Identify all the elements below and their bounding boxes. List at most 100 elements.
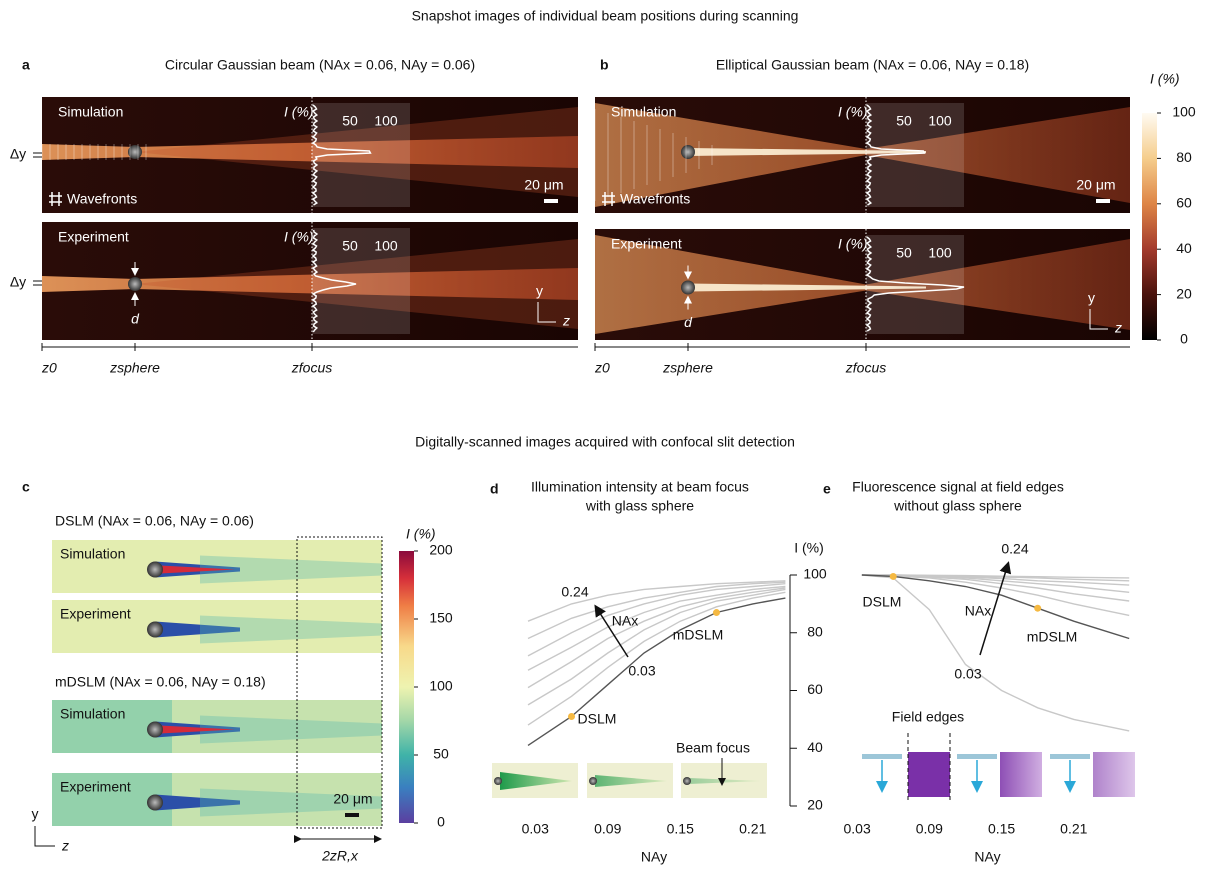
z-label: z0 [594,360,610,376]
x-tick-label: 0.03 [843,821,870,837]
curve [528,592,785,725]
colorbar-tick-label: 200 [429,542,453,558]
sphere [683,777,691,785]
zr-label: 2zR,x [321,848,359,864]
panel-title: Elliptical Gaussian beam (NAx = 0.06, NA… [716,57,1029,73]
figure: Snapshot images of individual beam posit… [0,0,1210,871]
d-label: d [131,311,140,327]
axes-icon [35,826,55,846]
colorbar-tick-label: 60 [1176,195,1192,211]
x-tick-label: 0.03 [522,821,549,837]
image-label: Experiment [60,606,131,622]
colorbar-tick-label: 80 [1176,149,1192,165]
profile-label: I (%) [284,229,314,245]
chart-title: Fluorescence signal at field edges [852,479,1064,495]
sphere [147,795,163,811]
colorbar-tick-label: 50 [433,746,449,762]
chart-title: with glass sphere [585,498,694,514]
image-label: Experiment [58,229,129,245]
y-tick-label: 60 [807,681,823,697]
x-tick-label: 0.21 [739,821,766,837]
axis-z-label: z [1114,320,1122,336]
profile-tick: 50 [896,113,912,129]
panel-letter: b [600,57,609,73]
annotation: 0.24 [1001,541,1028,557]
image-label: Experiment [611,236,682,252]
z-label: zfocus [291,360,332,376]
chart-title: without glass sphere [893,498,1022,514]
x-axis-label: NAy [974,849,1000,865]
x-tick-label: 0.15 [988,821,1015,837]
y-tick-label: 100 [803,566,827,582]
profile-tick: 100 [928,113,952,129]
z-label: zsphere [662,360,713,376]
y-tick-label: 20 [807,797,823,813]
curve [528,589,785,705]
light-sheet [957,754,997,759]
z-label: zsphere [109,360,160,376]
heading: Snapshot images of individual beam posit… [412,8,799,24]
panel-letter: e [823,481,831,497]
colorbar-label: I (%) [406,526,436,542]
colorbar-tick-label: 40 [1176,240,1192,256]
profile-tick: 50 [342,113,358,129]
colorbar [1142,113,1157,340]
y-tick-label: 80 [807,623,823,639]
image-label: Experiment [60,779,131,795]
wavefront-label: Wavefronts [620,191,690,207]
image-label: Simulation [60,706,125,722]
sphere [147,562,163,578]
colorbar-tick-label: 150 [429,610,453,626]
highlight-dot [890,573,897,580]
colorbar-tick-label: 0 [437,814,445,830]
annotation: Field edges [892,709,964,725]
edge-signal [908,752,950,797]
sphere [681,145,695,159]
scale-bar-label: 20 μm [524,177,563,193]
annotation: DSLM [578,711,617,727]
heading: Digitally-scanned images acquired with c… [415,434,795,450]
axis-z-label: z [562,313,570,329]
light-sheet [1050,754,1090,759]
highlight-dot [568,713,575,720]
panel-title: Circular Gaussian beam (NAx = 0.06, NAy … [165,57,475,73]
light-sheet [862,754,902,759]
axis-y-label: y [32,806,39,822]
panel-letter: c [22,479,30,495]
scale-bar [345,813,359,817]
scale-bar-label: 20 μm [1076,177,1115,193]
panel-letter: a [22,57,30,73]
edge-signal [1093,752,1135,797]
image-label: Simulation [58,104,123,120]
d-label: d [684,314,693,330]
colorbar-label: I (%) [1150,71,1180,87]
sphere [147,722,163,738]
highlight-dot [713,609,720,616]
curve [862,575,1129,731]
group-title: mDSLM (NAx = 0.06, NAy = 0.18) [55,674,266,690]
annotation: 0.24 [561,584,588,600]
x-axis-label: NAy [641,849,667,865]
z-label: z0 [41,360,57,376]
group-title: DSLM (NAx = 0.06, NAy = 0.06) [55,513,254,529]
curve [528,588,785,688]
profile-tick: 100 [374,113,398,129]
highlight-dot [1034,605,1041,612]
sphere [681,281,695,295]
image-label: Simulation [60,546,125,562]
z-label: zfocus [845,360,886,376]
axis-y-label: y [536,283,543,299]
profile-label: I (%) [284,104,314,120]
sphere [147,622,163,638]
profile-tick: 100 [374,238,398,254]
x-tick-label: 0.21 [1060,821,1087,837]
x-tick-label: 0.09 [594,821,621,837]
annotation: mDSLM [673,627,724,643]
profile-label: I (%) [838,236,868,252]
sphere [589,777,597,785]
profile-label: I (%) [838,104,868,120]
panel-letter: d [490,481,499,497]
annotation: NAx [965,603,991,619]
chart-title: Illumination intensity at beam focus [531,479,749,495]
dy-label: Δy [10,146,26,162]
